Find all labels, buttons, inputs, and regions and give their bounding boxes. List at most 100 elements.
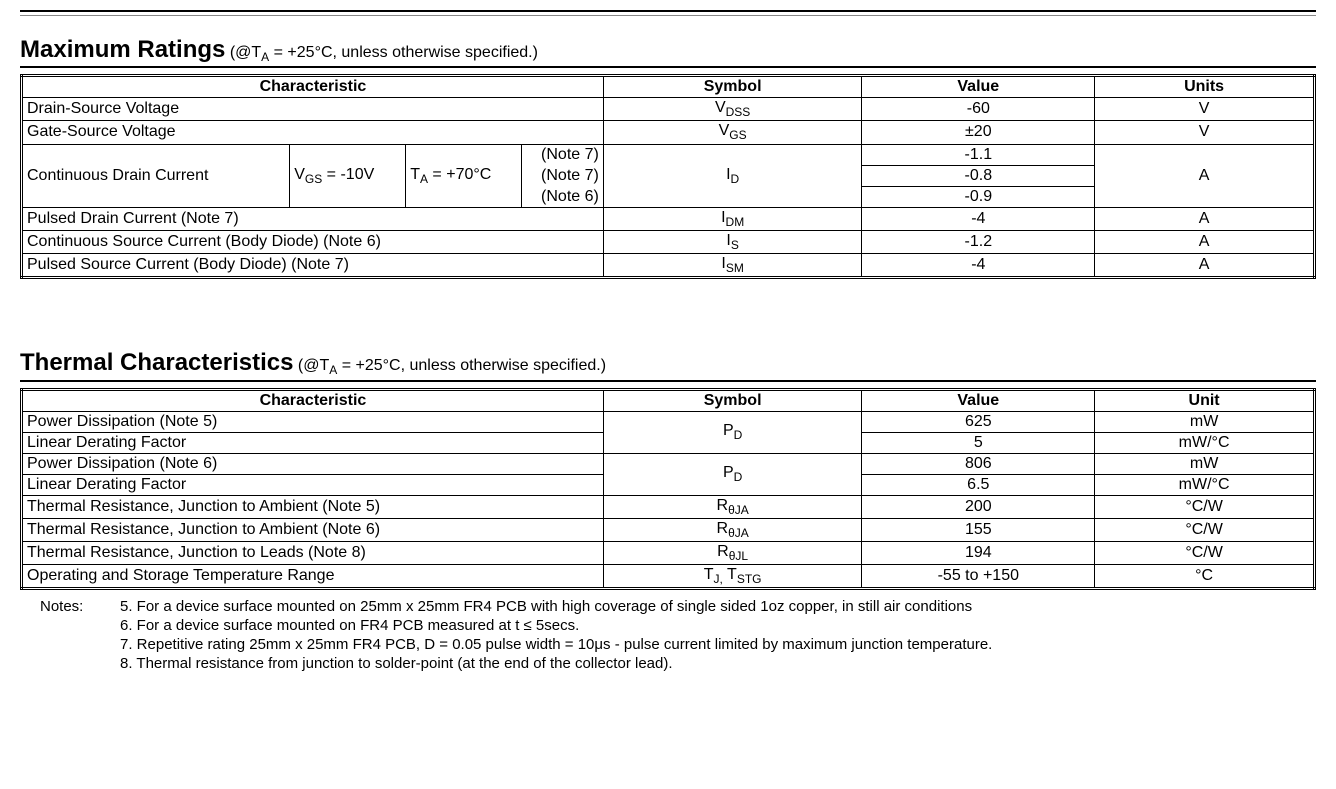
cell-characteristic: Thermal Resistance, Junction to Ambient … (22, 518, 604, 541)
cell-value: ±20 (862, 121, 1095, 144)
col-value: Value (862, 76, 1095, 98)
thermal-condition: (@TA = +25°C, unless otherwise specified… (298, 357, 606, 374)
col-characteristic: Characteristic (22, 76, 604, 98)
cell-symbol: RθJA (603, 518, 862, 541)
pd6-val-b: 6.5 (862, 474, 1094, 495)
cell-symbol: PD (603, 453, 862, 495)
cell-symbol: TJ, TSTG (603, 565, 862, 589)
cell-symbol: ID (603, 144, 862, 207)
cell-units: V (1095, 121, 1315, 144)
cell-characteristic: Thermal Resistance, Junction to Ambient … (22, 495, 604, 518)
pd6-val-a: 806 (862, 454, 1094, 475)
table-row: Pulsed Source Current (Body Diode) (Note… (22, 254, 1315, 278)
note-5: 5. For a device surface mounted on 25mm … (120, 598, 1316, 617)
pd6-unit-a: mW (1095, 454, 1313, 475)
cell-characteristic-complex: Continuous Drain Current VGS = -10V (Not… (22, 144, 604, 207)
cell-characteristic: Pulsed Source Current (Body Diode) (Note… (22, 254, 604, 278)
cdc-val-b: -0.8 (862, 165, 1094, 186)
maximum-ratings-condition: (@TA = +25°C, unless otherwise specified… (230, 44, 538, 61)
thermal-characteristics-heading: Thermal Characteristics (@TA = +25°C, un… (20, 349, 1316, 381)
cell-unit-stack: mW mW/°C (1095, 411, 1315, 453)
notes-block: Notes: 5. For a device surface mounted o… (20, 598, 1316, 673)
cell-value: -4 (862, 254, 1095, 278)
cell-value: -4 (862, 207, 1095, 230)
cell-symbol: VDSS (603, 98, 862, 121)
cdc-note-a: (Note 7) (522, 145, 603, 165)
table-row: Gate-Source Voltage VGS ±20 V (22, 121, 1315, 144)
cell-characteristic: Continuous Source Current (Body Diode) (… (22, 230, 604, 253)
col-value: Value (862, 389, 1095, 411)
cell-units: A (1095, 254, 1315, 278)
cell-value: 194 (862, 541, 1095, 564)
pd5-label-b: Linear Derating Factor (23, 432, 603, 453)
cell-unit: °C (1095, 565, 1315, 589)
col-characteristic: Characteristic (22, 389, 604, 411)
cell-characteristic: Drain-Source Voltage (22, 98, 604, 121)
cdc-note-b: (Note 7) (522, 165, 603, 187)
table-header-row: Characteristic Symbol Value Units (22, 76, 1315, 98)
col-symbol: Symbol (603, 76, 862, 98)
cell-characteristic: Operating and Storage Temperature Range (22, 565, 604, 589)
cell-value: -60 (862, 98, 1095, 121)
cell-unit-stack: mW mW/°C (1095, 453, 1315, 495)
cell-value: -55 to +150 (862, 565, 1095, 589)
cell-units: A (1095, 144, 1315, 207)
cell-unit: °C/W (1095, 541, 1315, 564)
pd5-val-b: 5 (862, 432, 1094, 453)
cdc-cond2-blank (406, 145, 522, 165)
table-row: Thermal Resistance, Junction to Ambient … (22, 518, 1315, 541)
cell-value: -1.2 (862, 230, 1095, 253)
notes-label: Notes: (20, 598, 120, 673)
cell-symbol: RθJA (603, 495, 862, 518)
pd5-unit-b: mW/°C (1095, 432, 1313, 453)
pd6-unit-b: mW/°C (1095, 474, 1313, 495)
maximum-ratings-table: Characteristic Symbol Value Units Drain-… (20, 74, 1316, 279)
note-8: 8. Thermal resistance from junction to s… (120, 655, 1316, 674)
thermal-characteristics-table: Characteristic Symbol Value Unit Power D… (20, 388, 1316, 591)
cell-characteristic: Thermal Resistance, Junction to Leads (N… (22, 541, 604, 564)
cdc-note-c: (Note 6) (522, 187, 603, 207)
col-units: Units (1095, 76, 1315, 98)
table-row: Thermal Resistance, Junction to Ambient … (22, 495, 1315, 518)
table-header-row: Characteristic Symbol Value Unit (22, 389, 1315, 411)
note-7: 7. Repetitive rating 25mm x 25mm FR4 PCB… (120, 636, 1316, 655)
cell-value-stack: 625 5 (862, 411, 1095, 453)
pd6-label-b: Linear Derating Factor (23, 474, 603, 495)
page-top-rule (20, 10, 1316, 16)
thermal-title: Thermal Characteristics (20, 349, 293, 376)
cell-unit: °C/W (1095, 518, 1315, 541)
cell-value: 200 (862, 495, 1095, 518)
cdc-cond2: TA = +70°C (406, 165, 522, 187)
maximum-ratings-heading: Maximum Ratings (@TA = +25°C, unless oth… (20, 36, 1316, 68)
cell-symbol: RθJL (603, 541, 862, 564)
table-row: Continuous Source Current (Body Diode) (… (22, 230, 1315, 253)
cell-symbol: VGS (603, 121, 862, 144)
cdc-cond2-blank2 (406, 187, 522, 207)
table-row: Power Dissipation (Note 6) Linear Derati… (22, 453, 1315, 495)
table-row: Continuous Drain Current VGS = -10V (Not… (22, 144, 1315, 207)
cell-symbol: PD (603, 411, 862, 453)
pd5-val-a: 625 (862, 412, 1094, 433)
col-unit: Unit (1095, 389, 1315, 411)
cell-characteristic-stack: Power Dissipation (Note 6) Linear Derati… (22, 453, 604, 495)
cell-symbol: IDM (603, 207, 862, 230)
cell-value-stack: -1.1 -0.8 -0.9 (862, 144, 1095, 207)
cell-characteristic: Pulsed Drain Current (Note 7) (22, 207, 604, 230)
cdc-val-a: -1.1 (862, 145, 1094, 166)
cell-value: 155 (862, 518, 1095, 541)
cell-symbol: ISM (603, 254, 862, 278)
notes-lines: 5. For a device surface mounted on 25mm … (120, 598, 1316, 673)
pd5-label-a: Power Dissipation (Note 5) (23, 412, 603, 433)
table-row: Pulsed Drain Current (Note 7) IDM -4 A (22, 207, 1315, 230)
pd6-label-a: Power Dissipation (Note 6) (23, 454, 603, 475)
pd5-unit-a: mW (1095, 412, 1313, 433)
maximum-ratings-title: Maximum Ratings (20, 36, 225, 63)
cdc-val-c: -0.9 (862, 186, 1094, 207)
table-row: Operating and Storage Temperature Range … (22, 565, 1315, 589)
cell-unit: °C/W (1095, 495, 1315, 518)
cdc-label: Continuous Drain Current (23, 145, 290, 207)
cell-units: A (1095, 207, 1315, 230)
table-row: Thermal Resistance, Junction to Leads (N… (22, 541, 1315, 564)
note-6: 6. For a device surface mounted on FR4 P… (120, 617, 1316, 636)
col-symbol: Symbol (603, 389, 862, 411)
